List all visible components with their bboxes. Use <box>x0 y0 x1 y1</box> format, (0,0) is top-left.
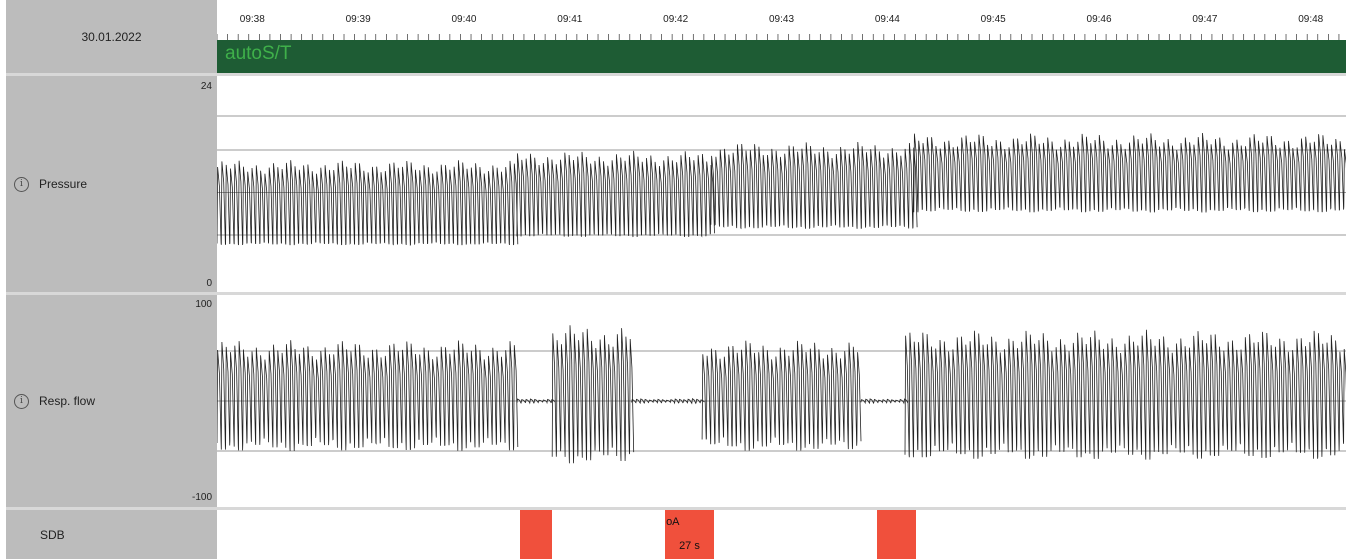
time-tick-label: 09:38 <box>240 14 265 25</box>
waveform-segment <box>701 340 862 451</box>
pressure-ymin: 0 <box>206 278 212 289</box>
flow-label: Resp. flow <box>39 394 96 408</box>
waveform-segment <box>217 160 519 247</box>
time-tick-label: 09:40 <box>451 14 476 25</box>
waveform-segment <box>913 132 1346 213</box>
waveform-segment <box>710 141 918 230</box>
row-divider <box>6 73 1346 76</box>
time-tick-label: 09:45 <box>981 14 1006 25</box>
sdb-event-block[interactable] <box>520 510 553 559</box>
time-tick-label: 09:48 <box>1298 14 1323 25</box>
flow-row-label[interactable]: i Resp. flow <box>6 295 217 507</box>
waveform-segment <box>551 325 635 464</box>
flow-ymax: 100 <box>195 299 212 310</box>
flow-ymin: -100 <box>191 492 212 503</box>
waveform-segment <box>516 398 556 405</box>
time-tick-label: 09:44 <box>875 14 900 25</box>
sdb-event-block[interactable]: oA 27 s <box>665 510 715 559</box>
sdb-row-label: SDB <box>40 527 65 542</box>
time-tick-label: 09:42 <box>663 14 688 25</box>
therapy-mode-band: autoS/T <box>217 40 1346 73</box>
sidebar <box>6 0 217 559</box>
time-tick-label: 09:47 <box>1192 14 1217 25</box>
pressure-row-label[interactable]: i Pressure <box>6 76 217 292</box>
waveform-segment <box>860 398 909 405</box>
waveform-segment <box>904 329 1346 460</box>
row-divider <box>6 507 1346 510</box>
waveform-segment <box>631 397 705 405</box>
info-circle-icon[interactable]: i <box>14 176 29 192</box>
time-tick-label: 09:41 <box>557 14 582 25</box>
row-divider <box>6 292 1346 295</box>
info-circle-icon[interactable]: i <box>14 393 29 409</box>
waveform-segment <box>217 340 519 452</box>
time-tick-label: 09:43 <box>769 14 794 25</box>
pressure-ymax: 24 <box>200 81 212 92</box>
waveform-segment <box>516 150 715 238</box>
flow-chart <box>217 325 1346 464</box>
sdb-event-duration: 27 s <box>679 540 700 552</box>
sdb-event-block[interactable] <box>876 510 916 559</box>
pressure-chart <box>217 115 1346 247</box>
therapy-mode-label: autoS/T <box>225 43 292 64</box>
pressure-label: Pressure <box>39 177 88 191</box>
time-axis: 09:38 09:39 09:40 09:41 09:42 09:43 09:44 09:45… <box>217 14 1340 40</box>
recording-date: 30.01.2022 <box>81 30 142 44</box>
sdb-event-type: oA <box>666 516 680 528</box>
time-tick-label: 09:39 <box>346 14 371 25</box>
time-tick-label: 09:46 <box>1087 14 1112 25</box>
